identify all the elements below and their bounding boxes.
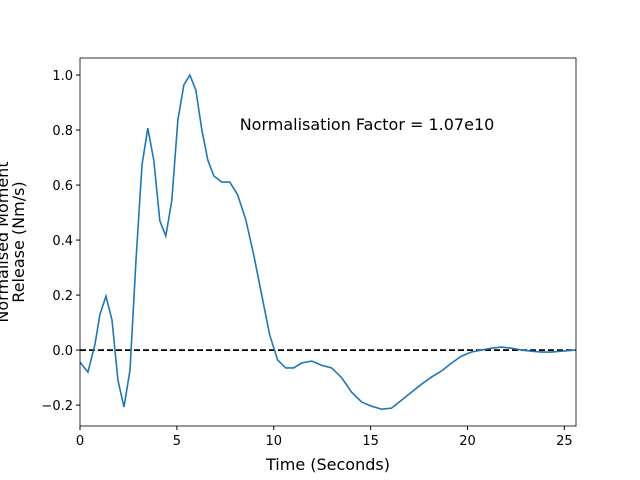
plot-frame: [79, 57, 577, 427]
x-tick-label: 5: [173, 434, 181, 449]
y-tick-label: 0.6: [52, 179, 73, 194]
y-tick-label: 0.0: [52, 344, 73, 359]
y-tick-label: 0.2: [52, 289, 73, 304]
y-axis-label: Normalised Moment: [0, 161, 12, 322]
y-tick-label: 1.0: [52, 69, 73, 84]
y-tick-label: −0.2: [41, 399, 73, 414]
y-tick-label: 0.4: [52, 234, 73, 249]
y-tick-label: 0.8: [52, 124, 73, 139]
x-tick-label: 10: [265, 434, 282, 449]
x-tick-label: 20: [459, 434, 476, 449]
line-series: [79, 73, 576, 411]
annotation: Normalisation Factor = 1.07e10: [240, 115, 495, 134]
x-tick-label: 15: [362, 434, 379, 449]
x-tick-label: 25: [556, 434, 573, 449]
x-tick-label: 0: [76, 434, 84, 449]
x-axis-label: Time (Seconds): [265, 455, 390, 474]
y-axis-label: Release (Nm/s): [9, 181, 28, 302]
